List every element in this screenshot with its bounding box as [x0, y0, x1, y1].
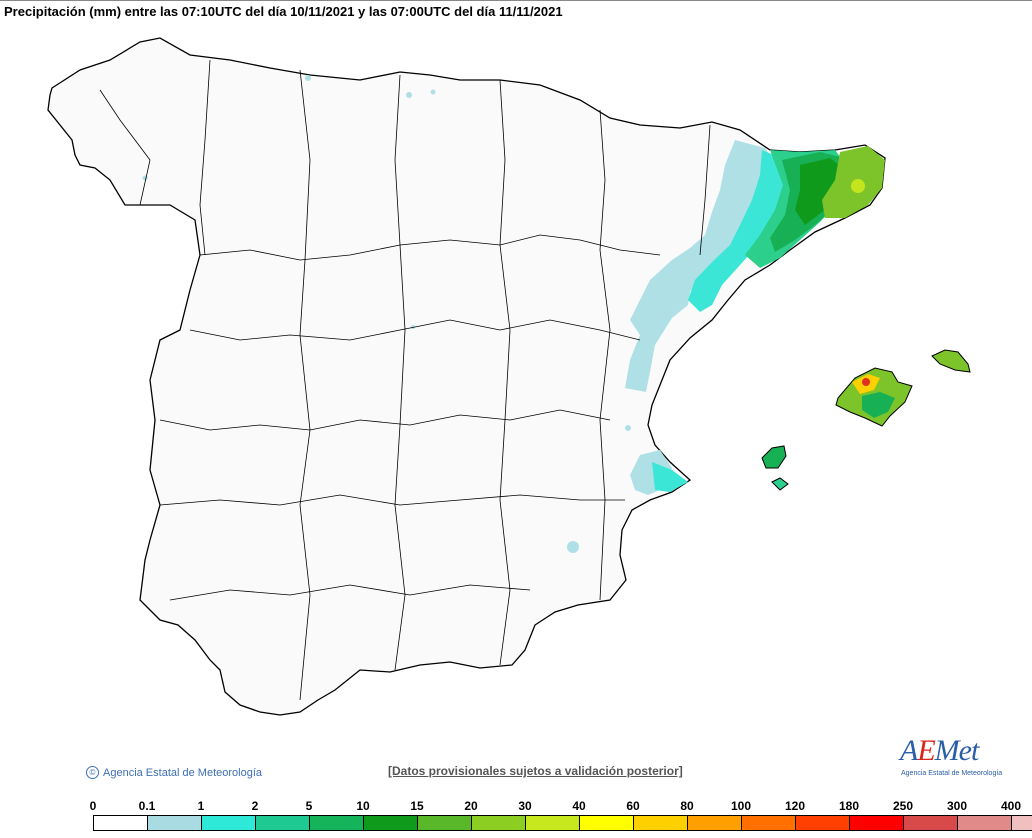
disclaimer-link[interactable]: [Datos provisionales sujetos a validació… [388, 764, 683, 778]
legend-swatch [1012, 816, 1032, 830]
legend-swatch [634, 816, 688, 830]
legend-swatch [94, 816, 148, 830]
legend-swatch [742, 816, 796, 830]
legend-swatch [148, 816, 202, 830]
island-mallorca-green [862, 392, 895, 418]
island-mallorca-peak-red [862, 378, 870, 386]
copyright-notice: © Agencia Estatal de Meteorología [86, 766, 262, 779]
spain-precipitation-map [47, 37, 971, 716]
legend-swatch [850, 816, 904, 830]
rain-area-cyan [688, 150, 790, 312]
aemet-logo-wordmark: AEMet [900, 734, 979, 767]
legend-swatch [364, 816, 418, 830]
legend-swatch [418, 816, 472, 830]
legend-swatch [256, 816, 310, 830]
legend-label: 5 [305, 799, 313, 813]
legend-swatch [472, 816, 526, 830]
rain-spot-girona-lime [851, 179, 865, 193]
legend-swatch [904, 816, 958, 830]
rain-area-light-blue [625, 140, 780, 392]
copyright-icon: © [86, 766, 99, 779]
legend-swatch [310, 816, 364, 830]
rain-spot-valencia-inland [625, 425, 631, 431]
aemet-logo: AEMet Agencia Estatal de Meteorología [900, 734, 1002, 780]
precipitation-legend-bar [93, 815, 1032, 831]
legend-label: 40 [572, 799, 586, 813]
island-formentera [771, 477, 789, 491]
rain-spot-murcia [567, 541, 579, 553]
legend-swatch [688, 816, 742, 830]
legend-label: 1 [197, 799, 205, 813]
legend-label: 300 [946, 799, 968, 813]
legend-swatch [526, 816, 580, 830]
legend-label: 30 [518, 799, 532, 813]
aemet-logo-subtitle: Agencia Estatal de Meteorología [901, 770, 1003, 777]
rain-spot-north-2 [406, 92, 412, 98]
legend-label: 80 [680, 799, 694, 813]
rain-area-green-dark [795, 158, 845, 225]
island-ibiza [761, 445, 787, 469]
legend-swatch [580, 816, 634, 830]
legend-label: 120 [784, 799, 806, 813]
legend-label: 0 [89, 799, 97, 813]
top-border [0, 0, 1032, 1]
legend-swatch [202, 816, 256, 830]
legend-label: 15 [410, 799, 424, 813]
rain-area-cyan-valencia [652, 462, 688, 492]
legend-label: 0.1 [138, 799, 156, 813]
legend-swatch [796, 816, 850, 830]
legend-label: 180 [838, 799, 860, 813]
legend-label: 20 [464, 799, 478, 813]
legend-label: 400 [1000, 799, 1022, 813]
legend-label: 100 [730, 799, 752, 813]
province-boundaries [99, 59, 711, 701]
peninsula-landmass [47, 37, 886, 716]
legend-label: 250 [892, 799, 914, 813]
legend-label: 60 [626, 799, 640, 813]
legend-label: 10 [356, 799, 370, 813]
island-menorca [931, 349, 971, 373]
rain-spot-north-3 [430, 89, 436, 95]
map-title: Precipitación (mm) entre las 07:10UTC de… [4, 4, 563, 19]
legend-labels: 0 0.1 1 2 5 10 15 20 30 40 60 80 100 120 180 250 300 400 [0, 799, 1032, 813]
rain-spot-north-1 [305, 75, 311, 81]
legend-label: 2 [251, 799, 259, 813]
copyright-text: Agencia Estatal de Meteorología [103, 766, 262, 779]
legend-swatch [958, 816, 1012, 830]
